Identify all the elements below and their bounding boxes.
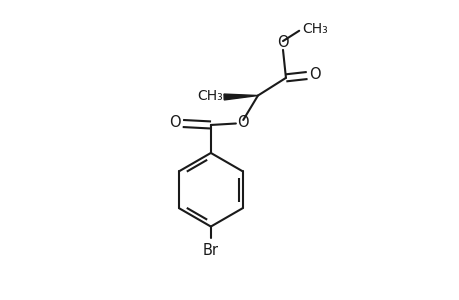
- Text: O: O: [308, 68, 319, 82]
- Text: CH₃: CH₃: [302, 22, 328, 36]
- Text: O: O: [168, 116, 180, 130]
- Text: O: O: [277, 35, 288, 50]
- Text: O: O: [237, 115, 248, 130]
- Polygon shape: [224, 94, 257, 100]
- Text: Br: Br: [202, 243, 218, 258]
- Text: CH₃: CH₃: [196, 89, 222, 103]
